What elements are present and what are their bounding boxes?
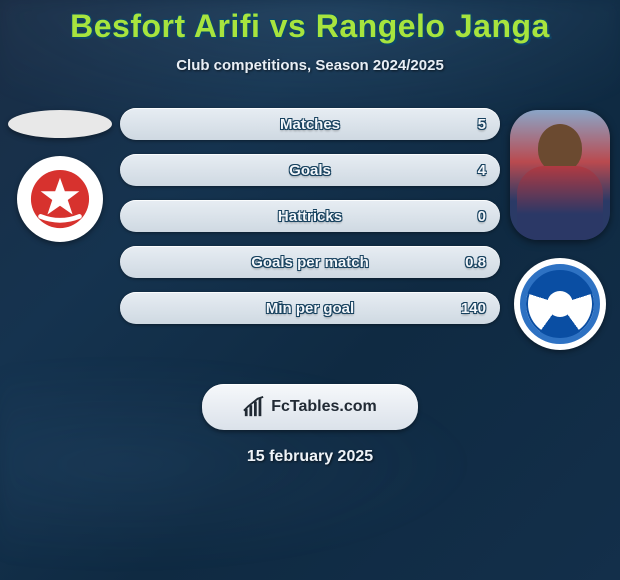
stat-bar-bg bbox=[120, 108, 500, 140]
stat-bar-bg bbox=[120, 200, 500, 232]
brand-label: FcTables.com bbox=[271, 398, 377, 416]
stat-bar: 0Hattricks bbox=[120, 200, 500, 232]
comparison-area: 5Matches 4Goals 0Hattricks 0.8Goals per mat… bbox=[0, 102, 620, 350]
snapshot-date: 15 february 2025 bbox=[247, 448, 373, 466]
stat-bar: 140Min per goal bbox=[120, 292, 500, 324]
stat-bar: 5Matches bbox=[120, 108, 500, 140]
player-photo-left-placeholder bbox=[8, 110, 112, 138]
right-player-col bbox=[500, 102, 620, 350]
stat-bar-bg bbox=[120, 246, 500, 278]
club-badge-left bbox=[17, 156, 103, 242]
stat-bar-bg bbox=[120, 292, 500, 324]
chart-icon bbox=[243, 396, 265, 418]
left-player-col bbox=[0, 102, 120, 242]
page-title: Besfort Arifi vs Rangelo Janga bbox=[70, 8, 550, 45]
stat-bar: 0.8Goals per match bbox=[120, 246, 500, 278]
club-badge-right bbox=[514, 258, 606, 350]
player-photo-right bbox=[510, 110, 610, 240]
mvv-logo-icon bbox=[29, 168, 91, 230]
stat-bar-bg bbox=[120, 154, 500, 186]
eindhoven-logo-icon bbox=[520, 264, 600, 344]
stat-bars: 5Matches 4Goals 0Hattricks 0.8Goals per mat… bbox=[120, 102, 500, 324]
brand-badge: FcTables.com bbox=[202, 384, 418, 430]
page-subtitle: Club competitions, Season 2024/2025 bbox=[176, 57, 444, 74]
stat-bar: 4Goals bbox=[120, 154, 500, 186]
